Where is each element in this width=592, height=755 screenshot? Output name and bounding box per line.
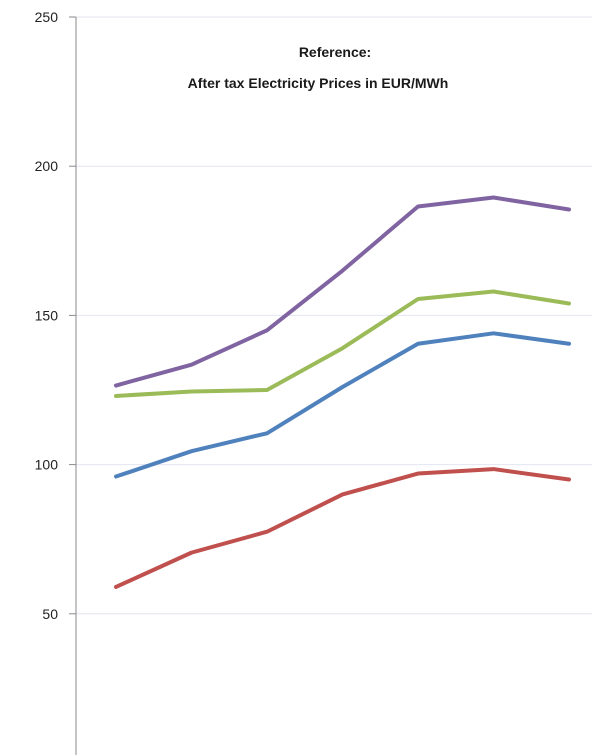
series-lines: [114, 195, 571, 589]
series-line-3: [114, 331, 571, 479]
gridlines: [76, 16, 592, 615]
series-line-1: [114, 195, 571, 388]
y-tick-label: 100: [35, 457, 59, 473]
chart-title-line-1: Reference:: [299, 44, 371, 60]
y-tick-label: 150: [35, 307, 59, 323]
y-tick-label: 50: [42, 606, 58, 622]
series-line-4: [114, 467, 571, 589]
y-axis-ticks: 050100150200250: [35, 9, 76, 622]
series-line-2: [114, 289, 571, 398]
chart-title-line-2: After tax Electricity Prices in EUR/MWh: [188, 75, 449, 91]
y-tick-label: 250: [35, 9, 59, 25]
y-tick-label: 200: [35, 158, 59, 174]
